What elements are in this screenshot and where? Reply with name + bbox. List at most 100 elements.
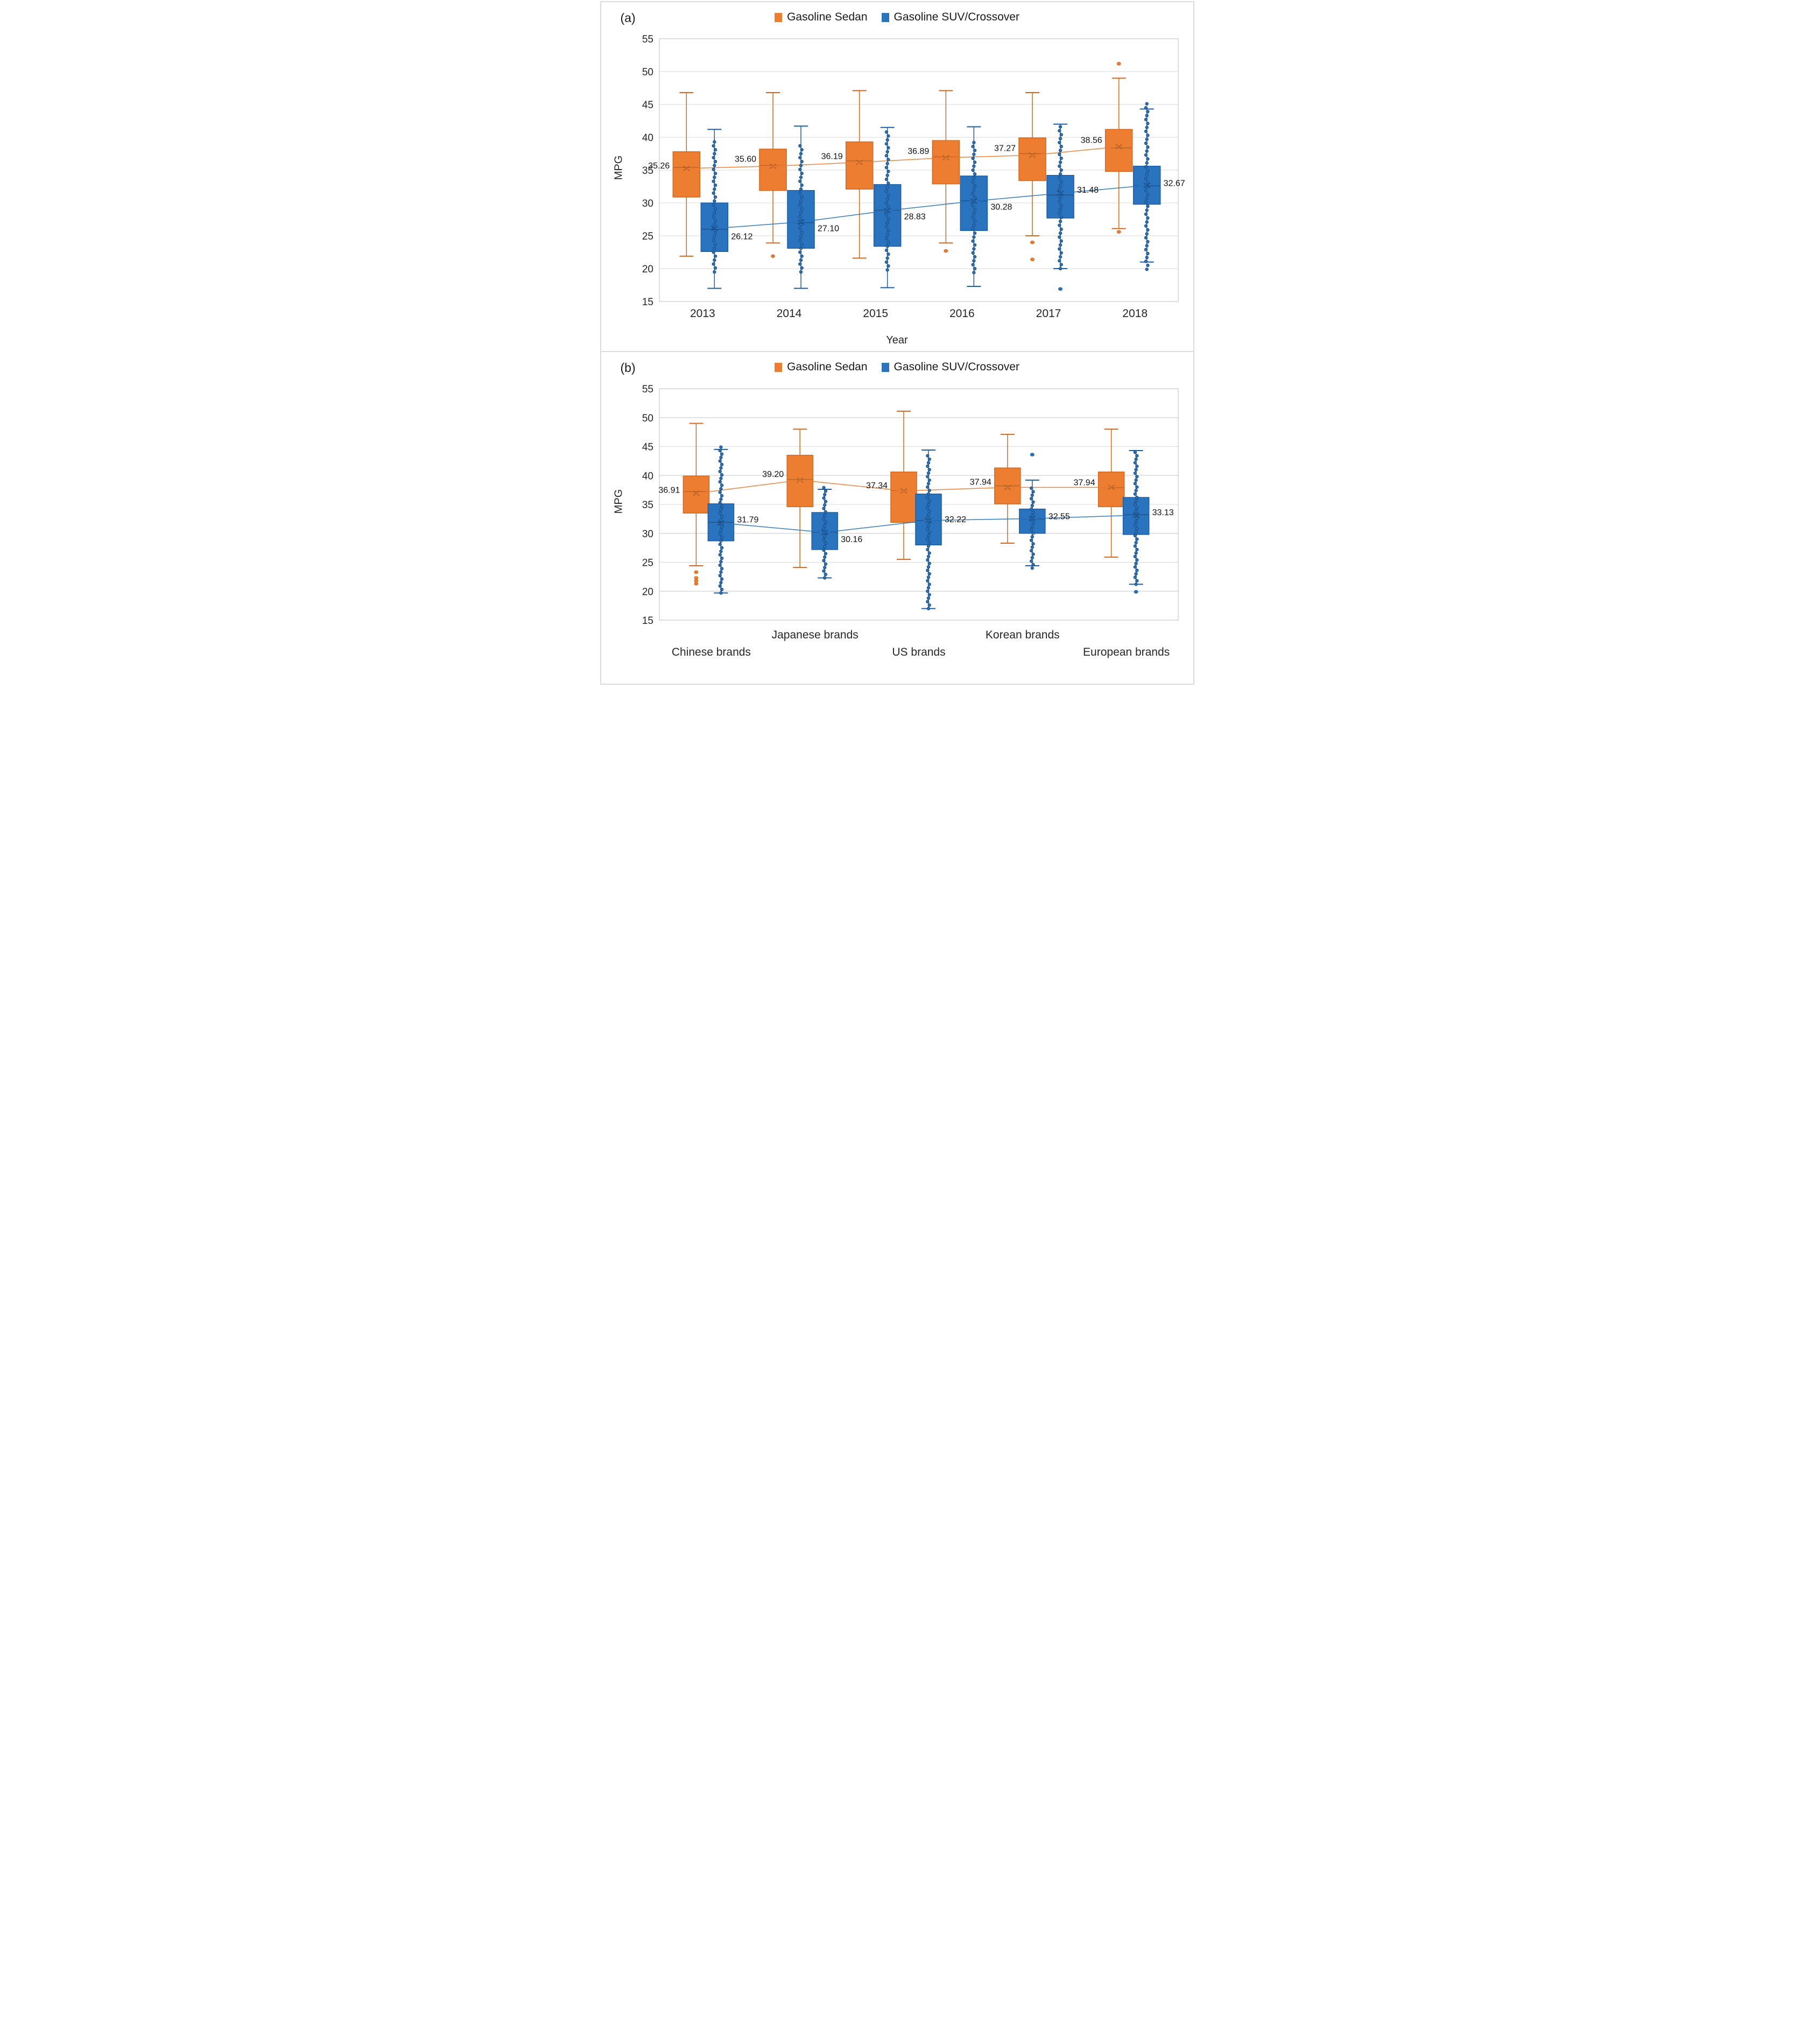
data-point-dot	[711, 203, 715, 207]
data-point-dot	[821, 548, 826, 552]
data-point-dot	[972, 247, 975, 251]
data-point-dot	[884, 142, 888, 146]
y-tick-label: 40	[642, 470, 653, 482]
suv-swatch-icon	[881, 362, 889, 372]
data-point-dot	[821, 507, 826, 510]
data-point-dot	[884, 213, 888, 217]
y-tick-label: 20	[642, 264, 653, 275]
data-point-dot	[798, 203, 801, 207]
data-point-dot	[884, 224, 888, 229]
iqr-box	[890, 472, 917, 523]
data-point-dot	[885, 173, 889, 177]
data-point-dot	[719, 476, 723, 480]
mean-value-label: 38.56	[1080, 136, 1102, 145]
data-point-dot	[1133, 461, 1137, 465]
data-point-dot	[713, 266, 717, 270]
y-tick-label: 55	[642, 384, 653, 395]
data-point-dot	[925, 568, 929, 572]
y-tick-label: 50	[642, 413, 653, 424]
data-point-dot	[720, 536, 723, 539]
data-point-dot	[824, 500, 827, 503]
data-point-dot	[1145, 268, 1149, 271]
data-point-dot	[1030, 535, 1034, 539]
data-point-dot	[885, 138, 889, 142]
boxplot-by-brand: 15 20 25 30 35 40 45 50 55 Chinese brands Japanese…	[642, 384, 1179, 658]
mean-value-label: 30.16	[841, 535, 862, 544]
data-point-dot	[925, 579, 929, 583]
data-point-dot	[1134, 468, 1138, 472]
b-sedan-box-US-brands	[890, 410, 917, 560]
data-point-dot	[824, 572, 827, 577]
outlier-dot	[1116, 230, 1121, 234]
data-point-dot	[972, 223, 975, 227]
panel-b-tag: (b)	[620, 361, 636, 375]
data-point-dot	[1144, 117, 1148, 122]
iqr-box	[683, 475, 709, 514]
data-point-dot	[712, 187, 716, 191]
legend-item-suv: Gasoline SUV/Crossover	[881, 361, 1019, 374]
data-point-dot	[1057, 188, 1061, 192]
x-category-label: US brands	[892, 646, 945, 658]
outlier-dot	[1030, 240, 1035, 244]
data-point-dot	[713, 219, 717, 223]
y-tick-label: 30	[642, 198, 653, 209]
y-tick-label: 15	[642, 297, 653, 308]
data-point-dot	[1030, 545, 1034, 549]
data-point-dot	[1029, 486, 1033, 490]
a-sedan-box-2014	[758, 92, 787, 258]
data-point-dot	[1029, 559, 1033, 563]
data-point-dot	[885, 244, 889, 248]
data-point-dot	[799, 175, 803, 179]
data-point-dot	[711, 238, 715, 242]
iqr-box	[672, 151, 700, 198]
data-point-dot	[972, 235, 975, 239]
data-point-dot	[719, 539, 723, 543]
data-point-dot	[720, 587, 723, 592]
data-point-dot	[927, 457, 931, 461]
iqr-box	[758, 149, 787, 191]
data-point-dot	[822, 545, 826, 549]
data-point-dot	[926, 513, 930, 517]
data-point-dot	[713, 254, 717, 258]
data-point-dot	[822, 503, 826, 507]
data-point-dot	[1031, 490, 1035, 494]
data-point-dot	[1031, 563, 1035, 566]
data-point-dot	[1134, 520, 1138, 524]
data-point-dot	[713, 195, 717, 199]
data-point-dot	[1144, 141, 1148, 145]
y-tick-label: 55	[642, 34, 653, 45]
data-point-dot	[799, 247, 803, 250]
data-point-dot	[884, 154, 888, 158]
data-point-dot	[718, 501, 722, 504]
data-point-dot	[927, 478, 931, 482]
data-point-dot	[1145, 122, 1150, 125]
data-point-dot	[1135, 516, 1138, 520]
y-tick-label: 35	[642, 500, 653, 511]
data-point-dot	[1134, 509, 1138, 514]
panel-a-tag: (a)	[620, 11, 636, 25]
data-point-dot	[1058, 208, 1062, 212]
data-point-dot	[712, 270, 716, 274]
outlier-dot	[1030, 257, 1035, 262]
data-point-dot	[718, 584, 722, 588]
data-point-dot	[1059, 132, 1063, 137]
b-suv-box-European-brands	[1122, 450, 1149, 594]
data-point-dot	[926, 502, 930, 507]
data-point-dot	[719, 560, 723, 564]
data-point-dot	[1058, 149, 1062, 152]
data-point-dot	[925, 495, 929, 500]
mean-value-label: 32.67	[1163, 179, 1185, 188]
data-point-dot	[885, 185, 889, 189]
a-suv-box-2014	[786, 125, 815, 289]
data-point-dot	[970, 180, 975, 184]
data-point-dot	[1058, 184, 1062, 188]
data-point-dot	[718, 480, 722, 484]
sedan-swatch-icon	[775, 362, 783, 372]
b-suv-box-US-brands	[914, 449, 942, 610]
data-point-dot	[718, 469, 722, 473]
data-point-dot	[799, 270, 803, 274]
mean-value-label: 39.20	[762, 470, 784, 479]
data-point-dot	[1135, 526, 1138, 531]
data-point-dot	[886, 146, 890, 150]
data-point-dot	[1031, 531, 1035, 535]
